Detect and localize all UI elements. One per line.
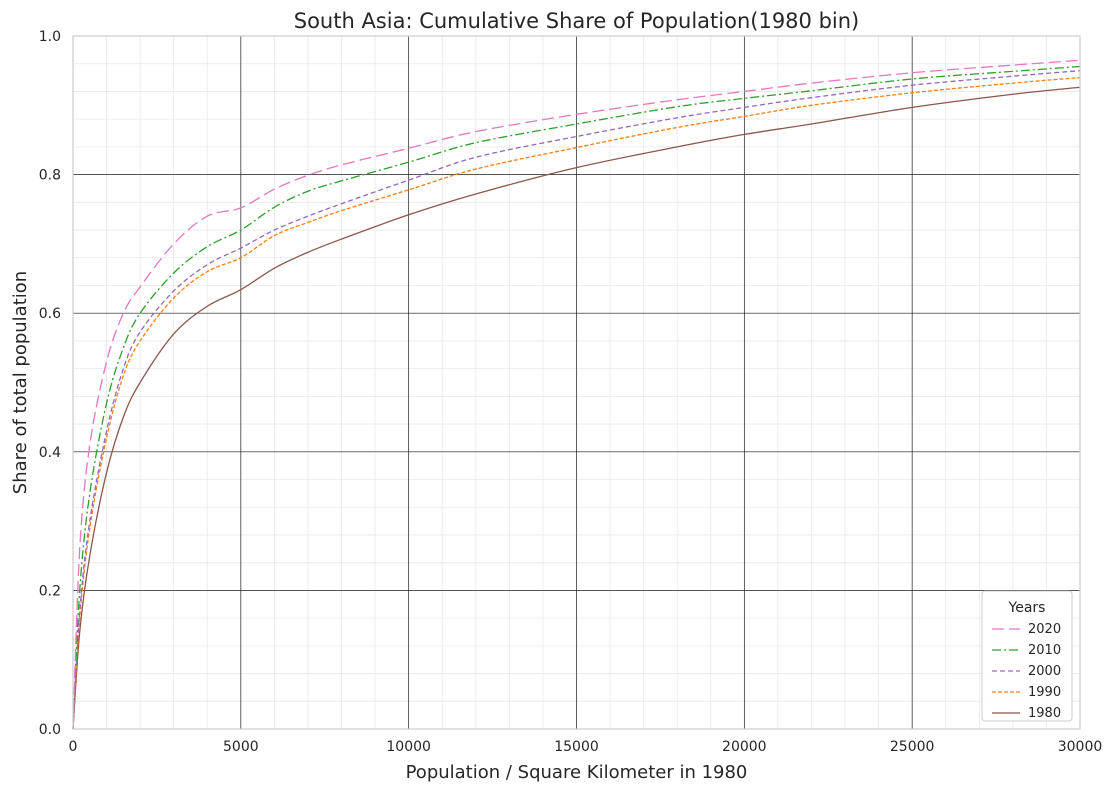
legend: Years 2020 2010 2000 1990 1980	[981, 590, 1073, 722]
x-tick-label: 5000	[223, 739, 259, 755]
y-tick-label: 1.0	[39, 29, 61, 45]
x-axis-ticks: 0 5000 10000 15000 20000 25000 30000	[69, 739, 1103, 755]
y-tick-label: 0.4	[39, 445, 61, 461]
chart-title: South Asia: Cumulative Share of Populati…	[294, 9, 860, 33]
legend-box	[981, 590, 1073, 722]
y-tick-label: 0.2	[39, 583, 61, 599]
legend-label-1990: 1990	[1028, 685, 1061, 700]
x-tick-label: 30000	[1058, 739, 1103, 755]
legend-label-1980: 1980	[1028, 706, 1061, 721]
series-line-2000	[72, 70, 1081, 730]
y-tick-label: 0.6	[39, 306, 61, 322]
series-line-2010	[72, 65, 1081, 730]
x-tick-label: 15000	[554, 739, 599, 755]
plot-frame	[72, 35, 1081, 730]
y-axis-ticks: 0.0 0.2 0.4 0.6 0.8 1.0	[39, 29, 61, 738]
series-line-1990	[72, 76, 1081, 730]
y-axis-title: Share of total population	[10, 271, 31, 494]
y-tick-label: 0.0	[39, 722, 61, 738]
x-tick-label: 25000	[890, 739, 935, 755]
legend-title: Years	[1008, 600, 1046, 616]
series-lines	[72, 59, 1081, 730]
legend-label-2020: 2020	[1028, 622, 1061, 637]
legend-items: 2020 2010 2000 1990 1980	[992, 622, 1061, 721]
x-axis-title: Population / Square Kilometer in 1980	[406, 762, 748, 783]
y-tick-label: 0.8	[39, 168, 61, 184]
x-tick-label: 20000	[722, 739, 767, 755]
x-tick-label: 10000	[386, 739, 431, 755]
legend-label-2010: 2010	[1028, 643, 1061, 658]
major-grid	[73, 36, 1080, 729]
legend-label-2000: 2000	[1028, 664, 1061, 679]
series-line-1980	[72, 86, 1081, 730]
series-line-2020	[72, 59, 1081, 730]
x-tick-label: 0	[69, 739, 78, 755]
